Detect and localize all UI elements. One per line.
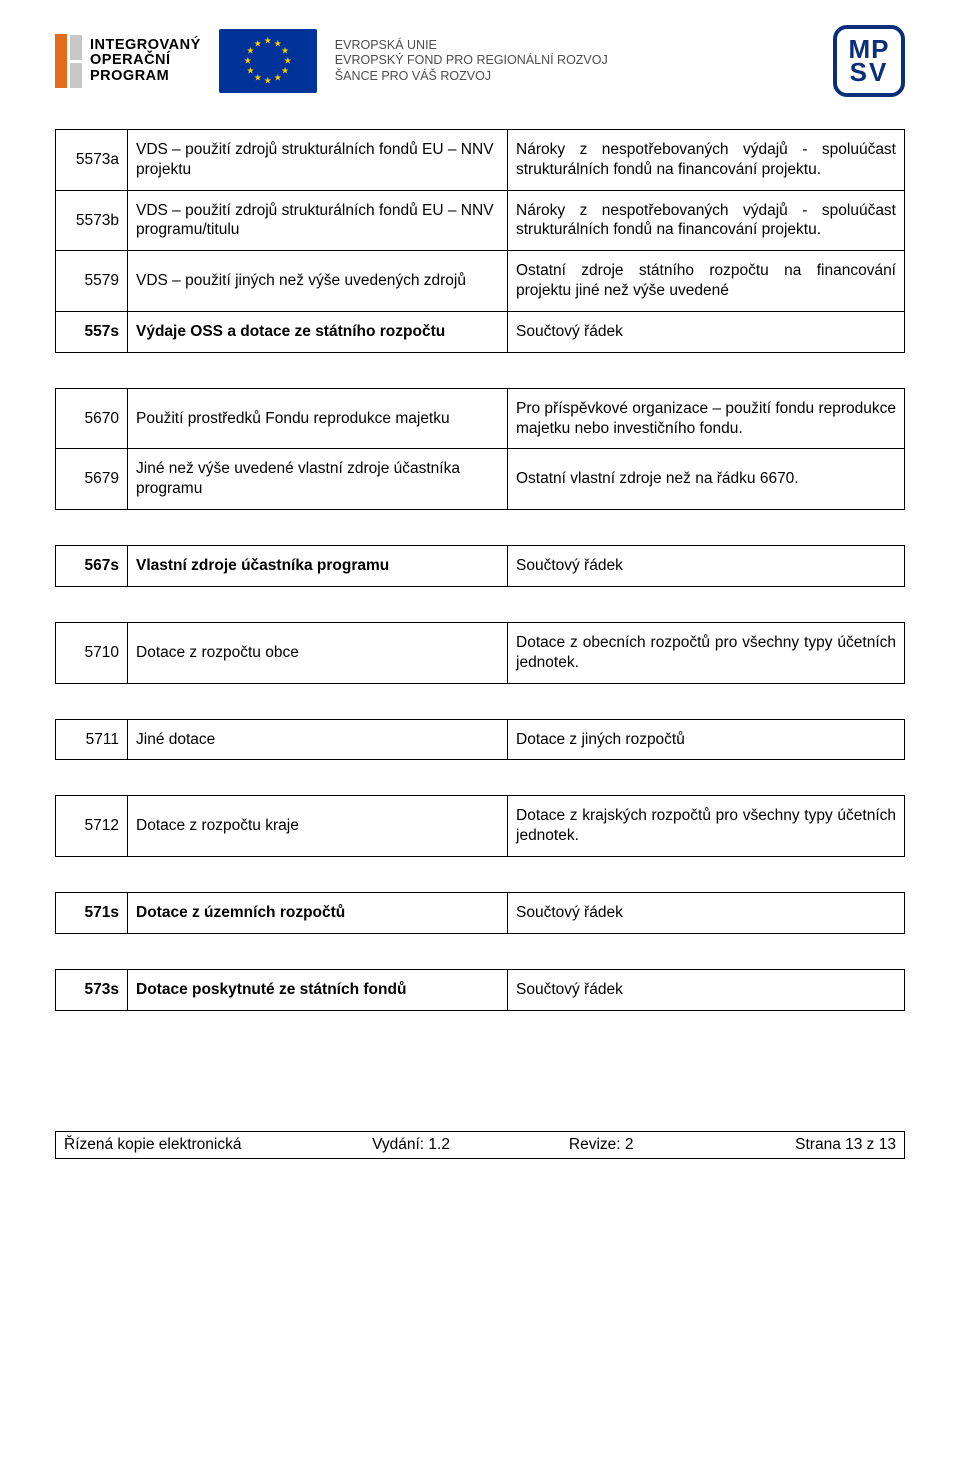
row-description: Součtový řádek [508,546,905,587]
iop-line2: OPERAČNÍ [90,53,201,69]
table-row: 5679Jiné než výše uvedené vlastní zdroje… [56,449,905,510]
table-row: 573sDotace poskytnuté ze státních fondůS… [56,969,905,1010]
table-row: 5579VDS – použití jiných než výše uveden… [56,251,905,312]
row-code: 5573a [56,130,128,191]
row-name: Vlastní zdroje účastníka programu [128,546,508,587]
row-name: Jiné než výše uvedené vlastní zdroje úča… [128,449,508,510]
table-row: 5573aVDS – použití zdrojů strukturálních… [56,130,905,191]
footer-doc-type: Řízená kopie elektronická [56,1132,316,1158]
eu-flag-icon: ★★★★★★★★★★★★ [219,29,317,93]
footer-edition: Vydání: 1.2 [316,1132,506,1158]
row-code: 5679 [56,449,128,510]
row-description: Nároky z nespotřebovaných výdajů - spolu… [508,130,905,191]
row-name: VDS – použití zdrojů strukturálních fond… [128,130,508,191]
eu-star-icon: ★ [254,38,262,49]
row-name: VDS – použití jiných než výše uvedených … [128,251,508,312]
row-name: Dotace poskytnuté ze státních fondů [128,969,508,1010]
row-name: Dotace z územních rozpočtů [128,893,508,934]
row-code: 567s [56,546,128,587]
row-code: 5573b [56,190,128,251]
eu-line1: EVROPSKÁ UNIE [335,38,608,54]
iop-line1: INTEGROVANÝ [90,38,201,54]
row-name: Jiné dotace [128,719,508,760]
spacer-row [56,933,905,969]
mpsv-logo: MP SV [833,25,905,97]
table-row: 571sDotace z územních rozpočtůSoučtový ř… [56,893,905,934]
page-footer: Řízená kopie elektronická Vydání: 1.2 Re… [55,1131,905,1159]
iop-logo: INTEGROVANÝ OPERAČNÍ PROGRAM [55,34,201,88]
row-code: 557s [56,311,128,352]
row-description: Součtový řádek [508,969,905,1010]
table-row: 5710Dotace z rozpočtu obceDotace z obecn… [56,622,905,683]
table-row: 5711Jiné dotaceDotace z jiných rozpočtů [56,719,905,760]
row-code: 5579 [56,251,128,312]
row-description: Ostatní vlastní zdroje než na řádku 6670… [508,449,905,510]
table-row: 5712Dotace z rozpočtu krajeDotace z kraj… [56,796,905,857]
row-name: Dotace z rozpočtu kraje [128,796,508,857]
mpsv-bottom: SV [850,61,889,84]
spacer-row [56,683,905,719]
row-name: Dotace z rozpočtu obce [128,622,508,683]
eu-star-icon: ★ [274,73,282,84]
eu-star-icon: ★ [244,56,252,67]
eu-star-icon: ★ [246,66,254,77]
eu-star-icon: ★ [281,66,289,77]
table-row: 567sVlastní zdroje účastníka programuSou… [56,546,905,587]
header-logos: INTEGROVANÝ OPERAČNÍ PROGRAM ★★★★★★★★★★★… [55,25,905,97]
iop-line3: PROGRAM [90,69,201,85]
row-description: Nároky z nespotřebovaných výdajů - spolu… [508,190,905,251]
iop-bars-icon [55,34,82,88]
footer-page: Strana 13 z 13 [696,1132,904,1158]
spacer-row [56,352,905,388]
row-description: Ostatní zdroje státního rozpočtu na fina… [508,251,905,312]
row-code: 5712 [56,796,128,857]
eu-star-icon: ★ [254,73,262,84]
budget-codes-table: 5573aVDS – použití zdrojů strukturálních… [55,129,905,1011]
eu-text: EVROPSKÁ UNIE EVROPSKÝ FOND PRO REGIONÁL… [335,38,608,85]
table-row: 5670Použití prostředků Fondu reprodukce … [56,388,905,449]
spacer-row [56,760,905,796]
row-description: Součtový řádek [508,893,905,934]
spacer-row [56,586,905,622]
eu-line2: EVROPSKÝ FOND PRO REGIONÁLNÍ ROZVOJ [335,53,608,69]
row-name: Výdaje OSS a dotace ze státního rozpočtu [128,311,508,352]
row-name: Použití prostředků Fondu reprodukce maje… [128,388,508,449]
row-code: 573s [56,969,128,1010]
spacer-row [56,857,905,893]
table-row: 557sVýdaje OSS a dotace ze státního rozp… [56,311,905,352]
row-code: 571s [56,893,128,934]
spacer-row [56,510,905,546]
row-description: Dotace z obecních rozpočtů pro všechny t… [508,622,905,683]
row-description: Dotace z krajských rozpočtů pro všechny … [508,796,905,857]
row-code: 5711 [56,719,128,760]
eu-star-icon: ★ [264,36,272,47]
table-row: 5573bVDS – použití zdrojů strukturálních… [56,190,905,251]
footer-revision: Revize: 2 [506,1132,696,1158]
eu-line3: ŠANCE PRO VÁŠ ROZVOJ [335,69,608,85]
row-description: Součtový řádek [508,311,905,352]
row-description: Dotace z jiných rozpočtů [508,719,905,760]
eu-star-icon: ★ [264,76,272,87]
row-description: Pro příspěvkové organizace – použití fon… [508,388,905,449]
row-code: 5710 [56,622,128,683]
row-name: VDS – použití zdrojů strukturálních fond… [128,190,508,251]
row-code: 5670 [56,388,128,449]
